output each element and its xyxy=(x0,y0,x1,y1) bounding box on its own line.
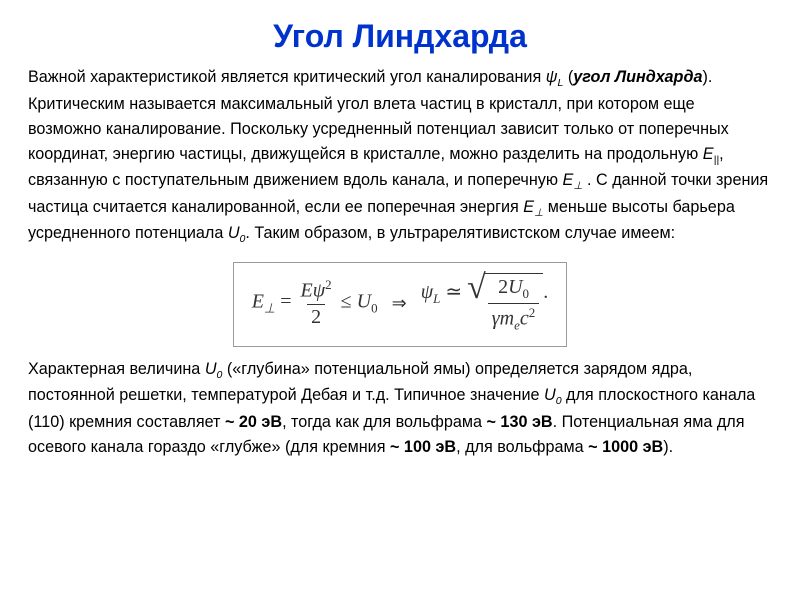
formula-container: E⊥ = Eψ2 2 ≤ U0 ⇒ ψL ≃ √ 2U0 γmec2 . xyxy=(28,262,772,347)
formula-lhs: E⊥ = Eψ2 2 ≤ U0 xyxy=(252,277,378,329)
lindhard-formula: E⊥ = Eψ2 2 ≤ U0 ⇒ ψL ≃ √ 2U0 γmec2 . xyxy=(233,262,568,347)
implies-arrow: ⇒ xyxy=(392,293,407,314)
page-title: Угол Линдхарда xyxy=(28,18,772,55)
paragraph-values: Характерная величина U0 («глубина» потен… xyxy=(28,357,772,460)
paragraph-intro: Важной характеристикой является критичес… xyxy=(28,65,772,248)
formula-rhs: ψL ≃ √ 2U0 γmec2 . xyxy=(421,273,549,334)
